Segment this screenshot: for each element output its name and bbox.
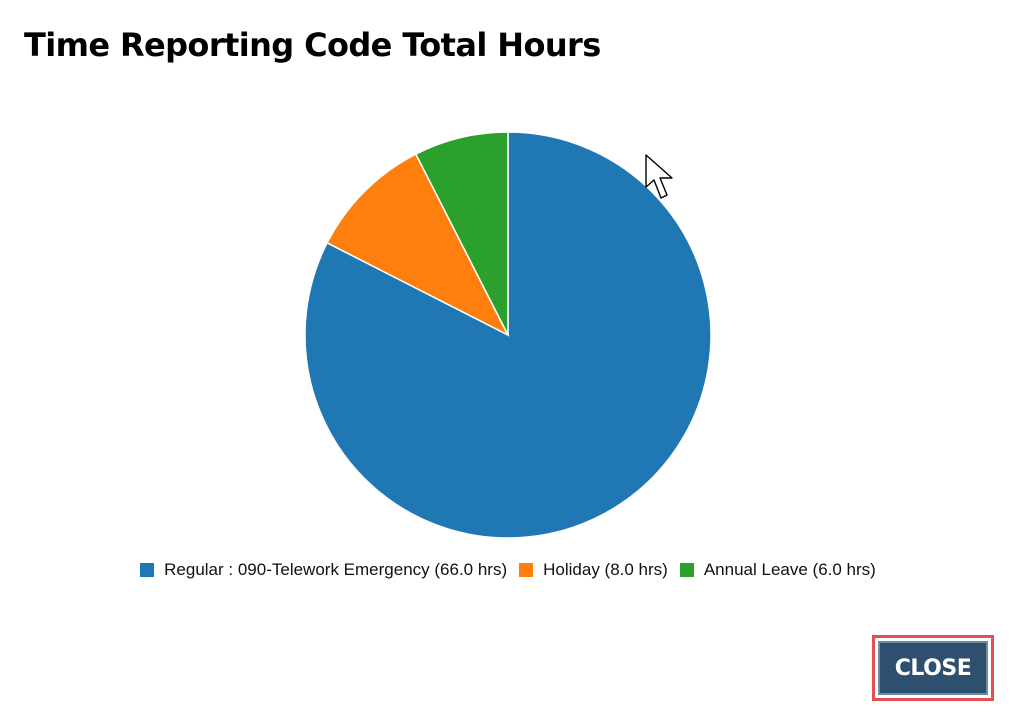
legend-label-regular: Regular : 090-Telework Emergency (66.0 h… (164, 560, 507, 580)
mouse-pointer-icon (645, 154, 677, 204)
legend-label-annual-leave: Annual Leave (6.0 hrs) (704, 560, 876, 580)
legend-label-holiday: Holiday (8.0 hrs) (543, 560, 668, 580)
legend-swatch-regular (140, 563, 154, 577)
legend-item-regular: Regular : 090-Telework Emergency (66.0 h… (140, 560, 507, 580)
legend-swatch-annual-leave (680, 563, 694, 577)
legend-item-annual-leave: Annual Leave (6.0 hrs) (680, 560, 876, 580)
legend-swatch-holiday (519, 563, 533, 577)
legend-item-holiday: Holiday (8.0 hrs) (519, 560, 668, 580)
close-button[interactable]: CLOSE (878, 641, 988, 695)
chart-legend: Regular : 090-Telework Emergency (66.0 h… (0, 560, 1016, 580)
close-button-highlight: CLOSE (872, 635, 994, 701)
